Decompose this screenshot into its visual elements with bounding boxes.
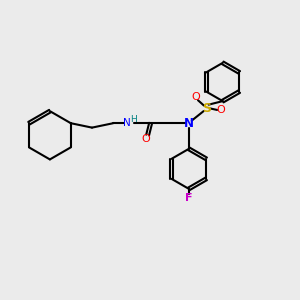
- Text: S: S: [202, 102, 211, 115]
- Text: O: O: [191, 92, 200, 102]
- Text: N: N: [184, 117, 194, 130]
- Text: F: F: [185, 193, 193, 203]
- Text: H: H: [130, 115, 136, 124]
- Text: O: O: [141, 134, 150, 144]
- Text: N: N: [124, 118, 131, 128]
- Text: O: O: [216, 105, 225, 115]
